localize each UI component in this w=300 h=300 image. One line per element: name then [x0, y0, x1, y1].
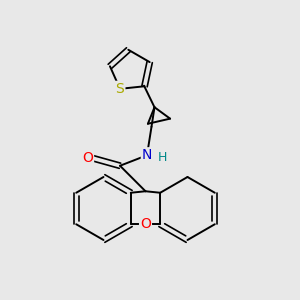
Text: N: N	[142, 148, 152, 162]
Text: O: O	[82, 151, 93, 165]
Text: H: H	[157, 151, 167, 164]
Text: O: O	[140, 217, 151, 231]
Text: S: S	[116, 82, 124, 96]
